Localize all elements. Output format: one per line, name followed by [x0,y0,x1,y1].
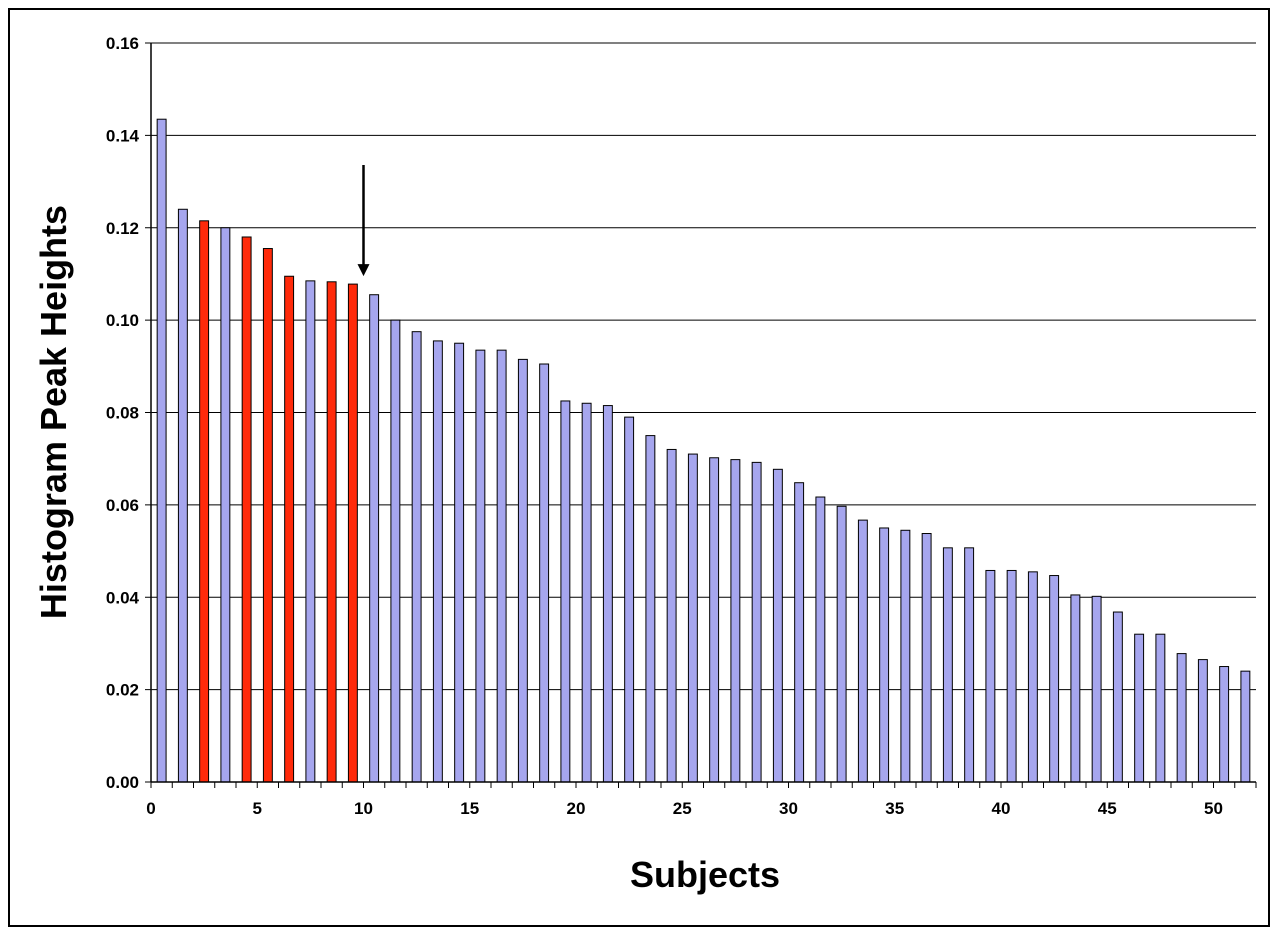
bar [964,547,975,783]
bar [879,527,890,783]
bar [730,459,741,783]
x-tick-label: 0 [146,799,155,818]
bar [539,363,550,783]
bar-highlighted [326,281,337,783]
bar [666,448,677,783]
y-tick-label: 0.14 [106,126,140,145]
bar-highlighted [347,283,358,783]
bar [156,118,167,783]
y-axis-title: Histogram Peak Heights [33,205,74,619]
bar-highlighted [241,236,252,783]
bar [921,533,932,783]
y-tick-label: 0.10 [106,311,139,330]
chart-frame [8,8,1270,927]
bar [177,208,188,783]
bar [369,294,380,783]
bar [1112,611,1123,783]
bar [581,402,592,783]
bar [836,505,847,783]
y-tick-label: 0.04 [106,588,140,607]
bar [1219,666,1230,783]
bar-highlighted [284,275,295,783]
bar [1027,571,1038,783]
x-tick-label: 45 [1098,799,1117,818]
bar-highlighted [262,248,273,783]
bar [496,349,507,783]
x-tick-label: 30 [779,799,798,818]
bar [1091,595,1102,783]
x-axis-title: Subjects [630,854,780,895]
bar [1240,670,1251,783]
y-axis-ticks: 0.00 0.02 0.04 0.06 0.08 0.10 0.12 0.14 0.16 [106,34,151,792]
bar [709,457,720,783]
arrow-head [357,264,370,277]
x-tick-label: 40 [992,799,1011,818]
bar [815,496,826,783]
bar [794,482,805,783]
bar [687,453,698,783]
bar [751,461,762,783]
y-tick-label: 0.00 [106,773,139,792]
bar [1134,633,1145,783]
x-tick-label: 35 [885,799,904,818]
y-tick-label: 0.02 [106,681,139,700]
bar [624,416,635,783]
x-tick-label: 25 [673,799,692,818]
bar [220,227,231,783]
x-tick-label: 15 [460,799,479,818]
bar [432,340,443,783]
y-tick-label: 0.08 [106,404,139,423]
bar [942,547,953,783]
bar [1049,575,1060,783]
x-tick-label: 20 [567,799,586,818]
bar [1176,653,1187,783]
x-tick-label: 50 [1204,799,1223,818]
bar [900,529,911,783]
bar [1006,569,1017,783]
y-tick-label: 0.06 [106,496,139,515]
gridlines [151,42,1256,691]
x-axis-ticks: 0 5 10 15 20 25 30 35 40 45 50 [146,782,1257,818]
x-tick-label: 10 [354,799,373,818]
bar-highlighted [199,220,210,783]
annotations [357,165,370,277]
bar [390,319,401,783]
bar [411,331,422,783]
bar [645,435,656,783]
bar [305,280,316,783]
bar [1197,659,1208,783]
bar [475,349,486,783]
bar [857,519,868,783]
y-tick-label: 0.12 [106,219,139,238]
bar [772,468,783,783]
y-tick-label: 0.16 [106,34,139,53]
bar [560,400,571,783]
bar [454,342,465,783]
bar [985,569,996,783]
bar [517,358,528,783]
bar [1155,633,1166,783]
x-tick-label: 5 [253,799,262,818]
bar [1070,594,1081,783]
bars [156,118,1251,783]
bar [602,405,613,783]
